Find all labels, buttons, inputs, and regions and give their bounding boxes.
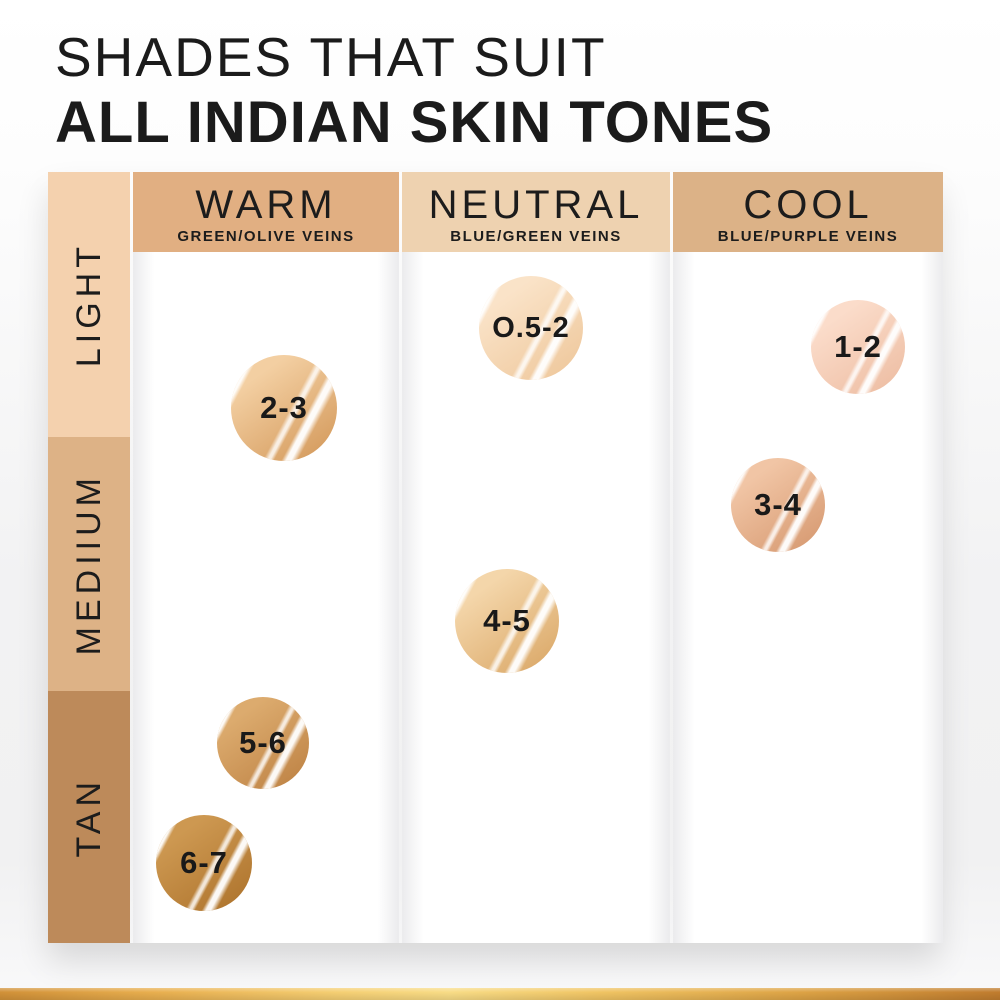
title-line-2: ALL INDIAN SKIN TONES [55, 90, 774, 155]
row-label-medium: MEDIIUM [69, 472, 108, 656]
row-label-light: LIGHT [69, 241, 108, 368]
column-title-neutral: NEUTRAL [428, 183, 644, 227]
column-subtitle-cool: BLUE/PURPLE VEINS [717, 228, 899, 245]
page-title: SHADES THAT SUIT ALL INDIAN SKIN TONES [55, 24, 773, 156]
row-band-light: LIGHT [48, 172, 130, 437]
column-header-neutral: NEUTRAL BLUE/GREEN VEINS [402, 172, 670, 252]
row-label-tan: TAN [69, 776, 108, 858]
row-band-tan: TAN [48, 691, 130, 943]
row-label-rail: LIGHT MEDIIUM TAN [48, 172, 130, 943]
shade-swatch-2-3: 2-3 [231, 355, 337, 461]
row-band-medium: MEDIIUM [48, 437, 130, 691]
shade-swatch-label: 5-6 [239, 725, 287, 760]
column-subtitle-warm: GREEN/OLIVE VEINS [177, 228, 355, 245]
column-header-cool: COOL BLUE/PURPLE VEINS [673, 172, 943, 252]
shade-swatch-6-7: 6-7 [156, 815, 252, 911]
shade-swatch-label: 4-5 [483, 603, 531, 638]
shade-swatch-label: 6-7 [180, 845, 228, 880]
shade-swatch-label: 1-2 [834, 329, 882, 364]
shade-swatch-0.5-2: O.5-2 [479, 276, 583, 380]
shade-swatch-3-4: 3-4 [731, 458, 825, 552]
column-title-cool: COOL [743, 183, 873, 227]
shade-matrix: LIGHT MEDIIUM TAN WARM GREEN/OLIVE VEINS… [48, 172, 943, 943]
shade-swatch-5-6: 5-6 [217, 697, 309, 789]
shade-swatch-label: O.5-2 [492, 311, 570, 344]
shade-swatch-label: 3-4 [754, 487, 802, 522]
title-line-1: SHADES THAT SUIT [55, 26, 607, 88]
shade-swatch-label: 2-3 [260, 390, 308, 425]
column-cool: COOL BLUE/PURPLE VEINS [673, 172, 943, 943]
column-header-warm: WARM GREEN/OLIVE VEINS [133, 172, 399, 252]
column-title-warm: WARM [195, 183, 337, 227]
column-subtitle-neutral: BLUE/GREEN VEINS [450, 228, 622, 245]
shade-swatch-1-2: 1-2 [811, 300, 905, 394]
gold-accent-bar [0, 988, 1000, 1000]
shade-swatch-4-5: 4-5 [455, 569, 559, 673]
